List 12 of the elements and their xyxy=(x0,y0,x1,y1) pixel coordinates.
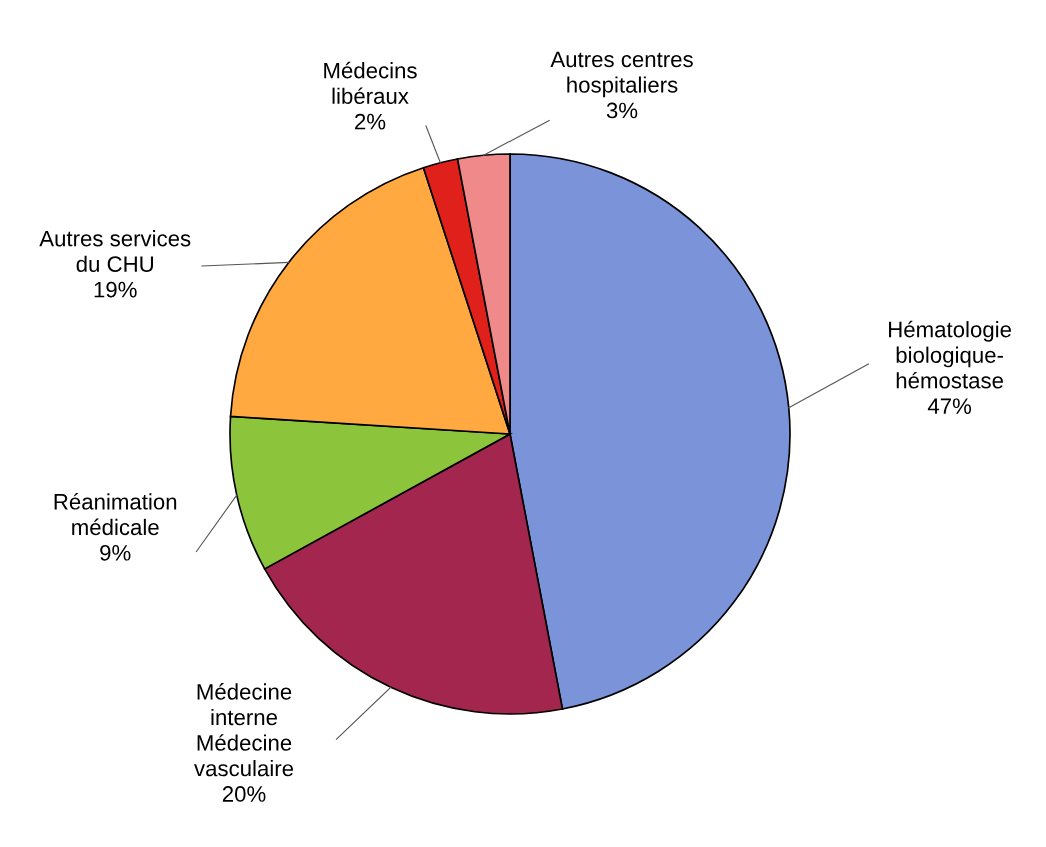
slice-label: Réanimation médicale xyxy=(54,493,177,536)
slice-label: Autres services du CHU xyxy=(39,230,191,272)
slice-label: Médecins libéraux xyxy=(324,61,417,104)
data-label: 47% xyxy=(927,398,972,414)
data-label: 9% xyxy=(100,544,131,561)
slice-label: Médecine interne Médecine vasculaire xyxy=(194,683,294,777)
slice-label: Hématologie biologique- hémostase xyxy=(889,320,1011,389)
data-label: 19% xyxy=(94,281,137,298)
slice-label: Autres centres hospitaliers xyxy=(550,51,693,98)
data-label: 3% xyxy=(606,102,638,119)
data-label: 2% xyxy=(355,113,386,130)
data-label: 20% xyxy=(222,786,266,802)
